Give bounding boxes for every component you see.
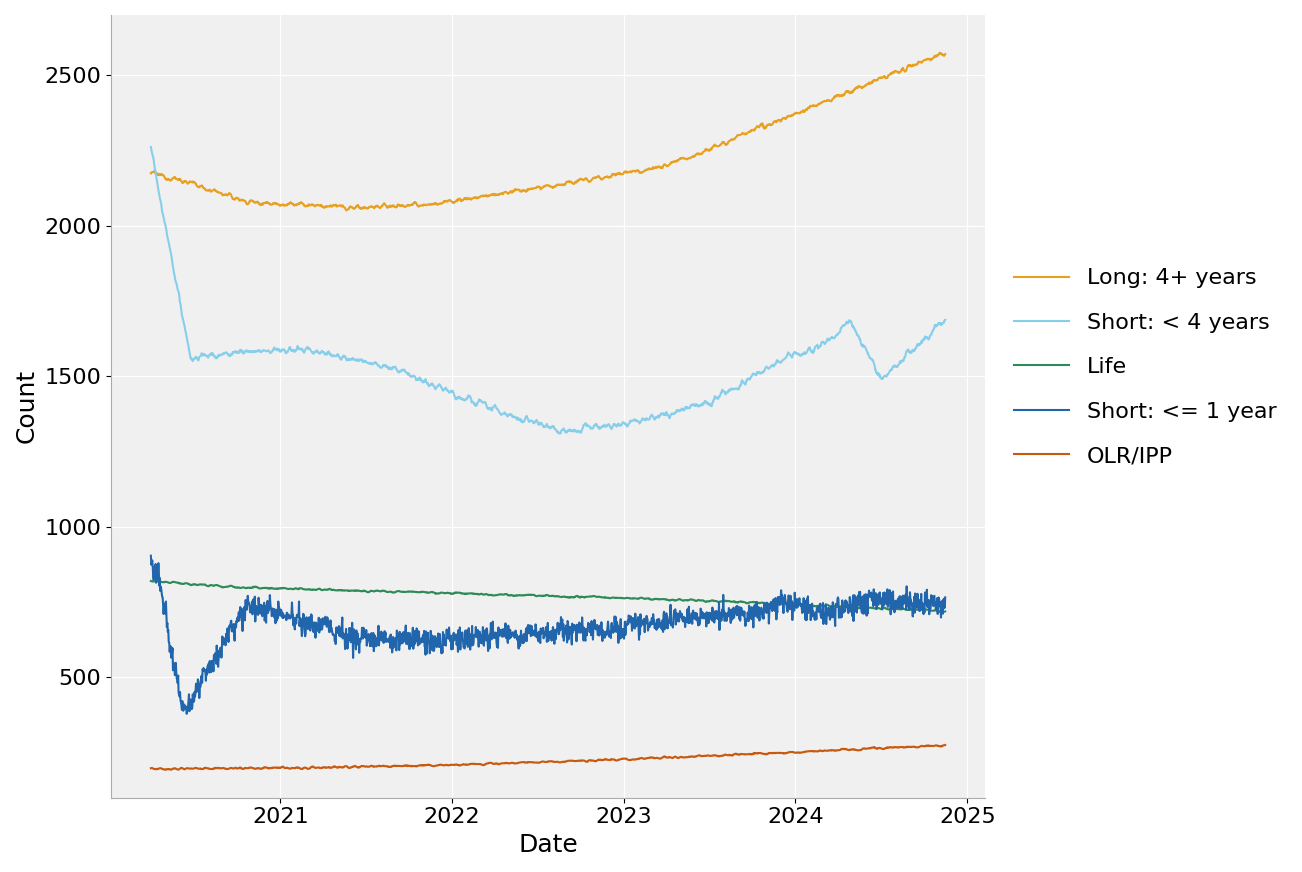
X-axis label: Date: Date: [518, 833, 578, 857]
Line: Long: 4+ years: Long: 4+ years: [151, 53, 945, 210]
Line: Life: Life: [151, 581, 945, 612]
Y-axis label: Count: Count: [16, 370, 39, 444]
Legend: Long: 4+ years, Short: < 4 years, Life, Short: <= 1 year, OLR/IPP: Long: 4+ years, Short: < 4 years, Life, …: [1005, 260, 1285, 475]
Line: Short: <= 1 year: Short: <= 1 year: [151, 555, 945, 714]
Line: OLR/IPP: OLR/IPP: [151, 745, 945, 770]
Line: Short: < 4 years: Short: < 4 years: [151, 147, 945, 433]
